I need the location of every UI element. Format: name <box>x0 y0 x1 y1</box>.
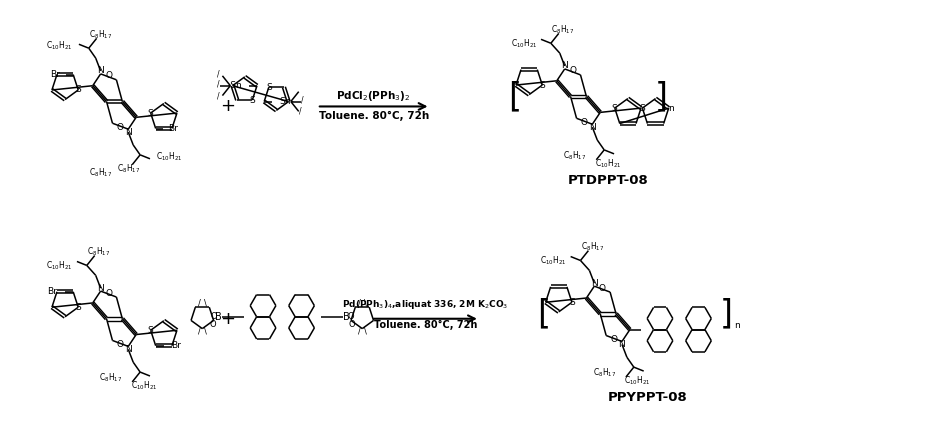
Text: C$_{10}$H$_{21}$: C$_{10}$H$_{21}$ <box>595 157 622 170</box>
Text: n: n <box>668 104 674 113</box>
Text: /: / <box>358 299 361 307</box>
Text: -Sn: -Sn <box>228 81 242 90</box>
Text: B: B <box>215 312 221 322</box>
Text: [: [ <box>508 80 521 113</box>
Text: C$_{8}$H$_{17}$: C$_{8}$H$_{17}$ <box>89 166 113 179</box>
Text: /: / <box>198 299 201 307</box>
Text: N: N <box>589 123 596 132</box>
Text: Toluene. 80°C, 72h: Toluene. 80°C, 72h <box>318 111 429 121</box>
Text: N: N <box>125 345 131 354</box>
Text: S: S <box>611 104 618 112</box>
Text: O: O <box>117 340 124 349</box>
Text: O: O <box>210 320 216 329</box>
Text: Br: Br <box>47 287 57 296</box>
Text: ]: ] <box>721 297 734 330</box>
Text: /: / <box>302 95 304 104</box>
Text: Toluene. 80°C, 72h: Toluene. 80°C, 72h <box>374 320 477 330</box>
Text: O: O <box>581 118 588 127</box>
Text: C$_{8}$H$_{17}$: C$_{8}$H$_{17}$ <box>563 149 586 162</box>
Text: C$_{10}$H$_{21}$: C$_{10}$H$_{21}$ <box>46 259 73 272</box>
Text: S: S <box>569 298 574 307</box>
Text: N: N <box>619 340 625 349</box>
Text: O: O <box>569 67 576 75</box>
Text: [: [ <box>537 297 550 330</box>
Text: O: O <box>117 123 124 132</box>
Text: /: / <box>217 91 220 100</box>
Text: O: O <box>610 335 618 344</box>
Text: O: O <box>348 320 354 329</box>
Text: C$_{8}$H$_{17}$: C$_{8}$H$_{17}$ <box>593 367 616 379</box>
Text: Br: Br <box>171 341 181 350</box>
Text: /: / <box>217 69 220 78</box>
Text: Br: Br <box>168 124 179 133</box>
Text: C$_{10}$H$_{21}$: C$_{10}$H$_{21}$ <box>511 37 537 49</box>
Text: S: S <box>148 108 154 118</box>
Text: O: O <box>105 288 112 298</box>
Text: /: / <box>217 79 220 88</box>
Text: O: O <box>598 284 606 293</box>
Text: \: \ <box>204 299 206 307</box>
Text: Sn-: Sn- <box>279 97 294 106</box>
Text: +: + <box>220 97 236 116</box>
Text: S: S <box>75 86 81 94</box>
Text: PTDPPT-08: PTDPPT-08 <box>568 174 648 187</box>
Text: C$_{10}$H$_{21}$: C$_{10}$H$_{21}$ <box>540 254 567 267</box>
Text: \: \ <box>364 299 366 307</box>
Text: Pd(PPh$_3$)$_4$,aliquat 336, 2M K$_2$CO$_3$: Pd(PPh$_3$)$_4$,aliquat 336, 2M K$_2$CO$… <box>342 299 509 311</box>
Text: C$_{10}$H$_{21}$: C$_{10}$H$_{21}$ <box>624 375 651 387</box>
Text: C$_{8}$H$_{17}$: C$_{8}$H$_{17}$ <box>581 240 604 253</box>
Text: N: N <box>591 279 598 288</box>
Text: N: N <box>97 67 104 75</box>
Text: C$_{8}$H$_{17}$: C$_{8}$H$_{17}$ <box>99 372 122 384</box>
Text: S: S <box>639 104 646 112</box>
Text: S: S <box>539 81 545 90</box>
Text: \: \ <box>204 326 206 335</box>
Text: S: S <box>148 326 154 335</box>
Text: S: S <box>75 303 81 312</box>
Text: N: N <box>125 127 131 137</box>
Text: N: N <box>561 61 568 71</box>
Text: O: O <box>211 312 217 321</box>
Text: /: / <box>300 107 302 116</box>
Text: C$_{10}$H$_{21}$: C$_{10}$H$_{21}$ <box>156 150 182 163</box>
Text: O: O <box>347 312 353 321</box>
Text: C$_{8}$H$_{17}$: C$_{8}$H$_{17}$ <box>89 28 112 41</box>
Text: n: n <box>734 321 739 330</box>
Text: C$_{8}$H$_{17}$: C$_{8}$H$_{17}$ <box>551 23 574 36</box>
Text: C$_{10}$H$_{21}$: C$_{10}$H$_{21}$ <box>130 380 157 392</box>
Text: C$_{10}$H$_{21}$: C$_{10}$H$_{21}$ <box>46 40 73 52</box>
Text: O: O <box>105 71 112 80</box>
Text: Br: Br <box>51 70 60 79</box>
Text: /: / <box>358 326 361 335</box>
Text: /: / <box>198 326 201 335</box>
Text: ]: ] <box>655 80 668 113</box>
Text: \: \ <box>364 326 366 335</box>
Text: PPYPPT-08: PPYPPT-08 <box>608 391 687 404</box>
Text: N: N <box>97 284 104 293</box>
Text: S: S <box>250 96 255 105</box>
Text: S: S <box>266 82 272 92</box>
Text: PdCl$_2$(PPh$_3$)$_2$: PdCl$_2$(PPh$_3$)$_2$ <box>337 89 411 103</box>
Text: B: B <box>343 312 350 322</box>
Text: +: + <box>220 310 236 328</box>
Text: C$_{8}$H$_{17}$: C$_{8}$H$_{17}$ <box>87 245 110 258</box>
Text: C$_{8}$H$_{17}$: C$_{8}$H$_{17}$ <box>117 162 140 175</box>
